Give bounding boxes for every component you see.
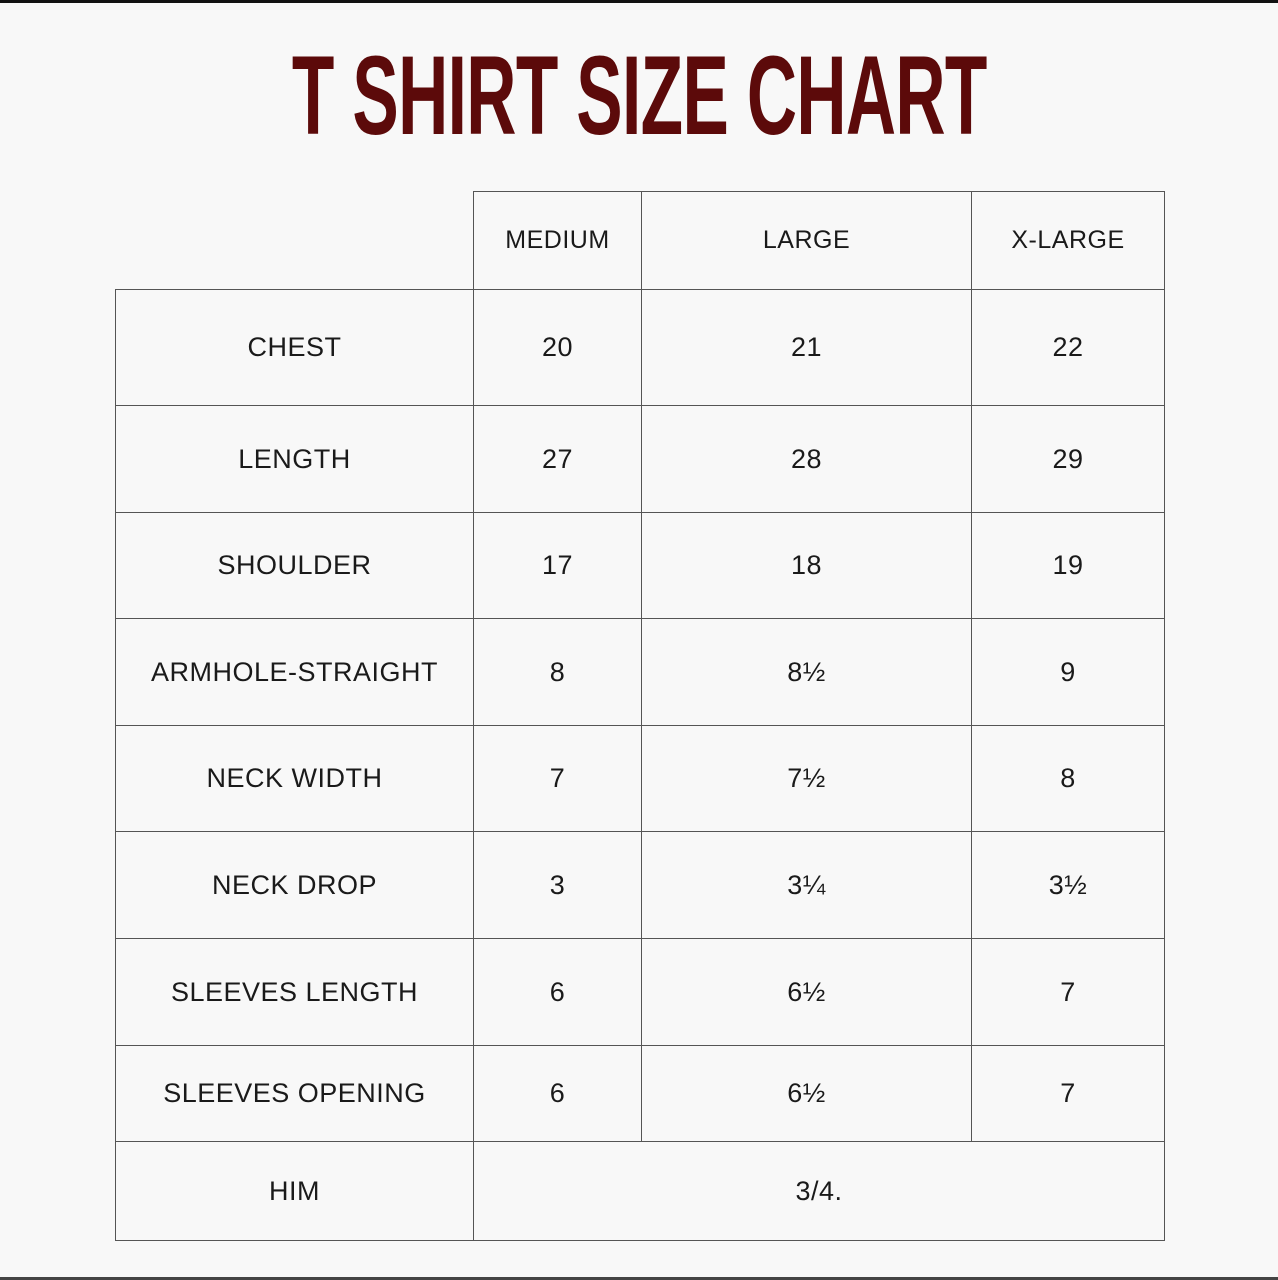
column-header: X-LARGE [971,191,1165,290]
column-header: MEDIUM [473,191,642,290]
cell-text: 6½ [787,976,826,1007]
table-cell: 27 [473,405,642,513]
table-cell: 20 [473,289,642,406]
cell-text: 22 [1052,332,1084,362]
table-cell: 29 [971,405,1165,513]
table-cell: 8 [473,618,642,726]
table-cell: 8 [971,725,1165,832]
cell-text: 3 [549,869,566,900]
cell-text: 17 [541,550,574,580]
cell-text: 18 [790,550,823,580]
table-cell: 3½ [971,831,1165,939]
cell-text: 29 [1052,443,1084,474]
row-label: HIM [115,1141,474,1241]
row-label: NECK DROP [115,831,474,939]
cell-text: CHEST [247,332,342,362]
cell-text: 7½ [787,763,826,793]
cell-text: SHOULDER [217,550,372,580]
table-cell: 18 [641,512,972,619]
cell-text: 6½ [787,1078,826,1108]
cell-text: SLEEVES LENGTH [170,976,419,1007]
cell-text: 21 [790,332,823,362]
cell-text: 7 [549,763,566,793]
cell-text: 3½ [1048,869,1088,900]
cell-text: HIM [269,1175,320,1206]
table-cell: 6 [473,938,642,1046]
title-text: T SHIRT SIZE CHART [291,33,987,158]
cell-text: 3¼ [787,869,826,900]
row-label: SHOULDER [115,512,474,619]
table-cell: 3¼ [641,831,972,939]
cell-text: 6 [549,1078,566,1108]
row-label: CHEST [115,289,474,406]
table-cell: 3/4. [473,1141,1165,1241]
cell-text: 7 [1060,976,1076,1007]
row-label: ARMHOLE-STRAIGHT [115,618,474,726]
row-label: SLEEVES OPENING [115,1045,474,1142]
row-label: LENGTH [115,405,474,513]
table-cell: 6½ [641,938,972,1046]
table-cell: 7 [971,1045,1165,1142]
row-label: NECK WIDTH [115,725,474,832]
cell-text: LENGTH [238,443,351,474]
table-cell: 17 [473,512,642,619]
table-cell: 21 [641,289,972,406]
row-label: SLEEVES LENGTH [115,938,474,1046]
cell-text: X-LARGE [1011,226,1125,254]
cell-text: 8½ [787,656,826,687]
cell-text: NECK DROP [211,869,378,900]
top-border [0,0,1278,3]
cell-text: 9 [1060,656,1076,687]
column-header: LARGE [641,191,972,290]
cell-text: 7 [1060,1078,1076,1108]
table-cell: 7 [971,938,1165,1046]
table-cell: 9 [971,618,1165,726]
table-cell: 6½ [641,1045,972,1142]
cell-text: NECK WIDTH [206,763,383,793]
cell-text: 28 [790,443,823,474]
cell-text: 3/4. [795,1175,843,1206]
table-cell: 28 [641,405,972,513]
cell-text: 8 [549,656,566,687]
cell-text: LARGE [762,226,851,254]
table-cell: 19 [971,512,1165,619]
cell-text: ARMHOLE-STRAIGHT [150,656,439,687]
cell-text: 6 [549,976,566,1007]
table-cell: 6 [473,1045,642,1142]
bottom-border [0,1277,1278,1280]
cell-text: 20 [541,332,574,362]
table-cell: 3 [473,831,642,939]
table-cell: 8½ [641,618,972,726]
table-cell: 22 [971,289,1165,406]
cell-text: 19 [1052,550,1084,580]
table-cell: 7½ [641,725,972,832]
table-cell: 7 [473,725,642,832]
cell-text: 8 [1060,763,1076,793]
cell-text: 27 [541,443,574,474]
page-title: T SHIRT SIZE CHART [0,36,1278,156]
cell-text: SLEEVES OPENING [163,1078,426,1108]
cell-text: MEDIUM [505,226,610,254]
